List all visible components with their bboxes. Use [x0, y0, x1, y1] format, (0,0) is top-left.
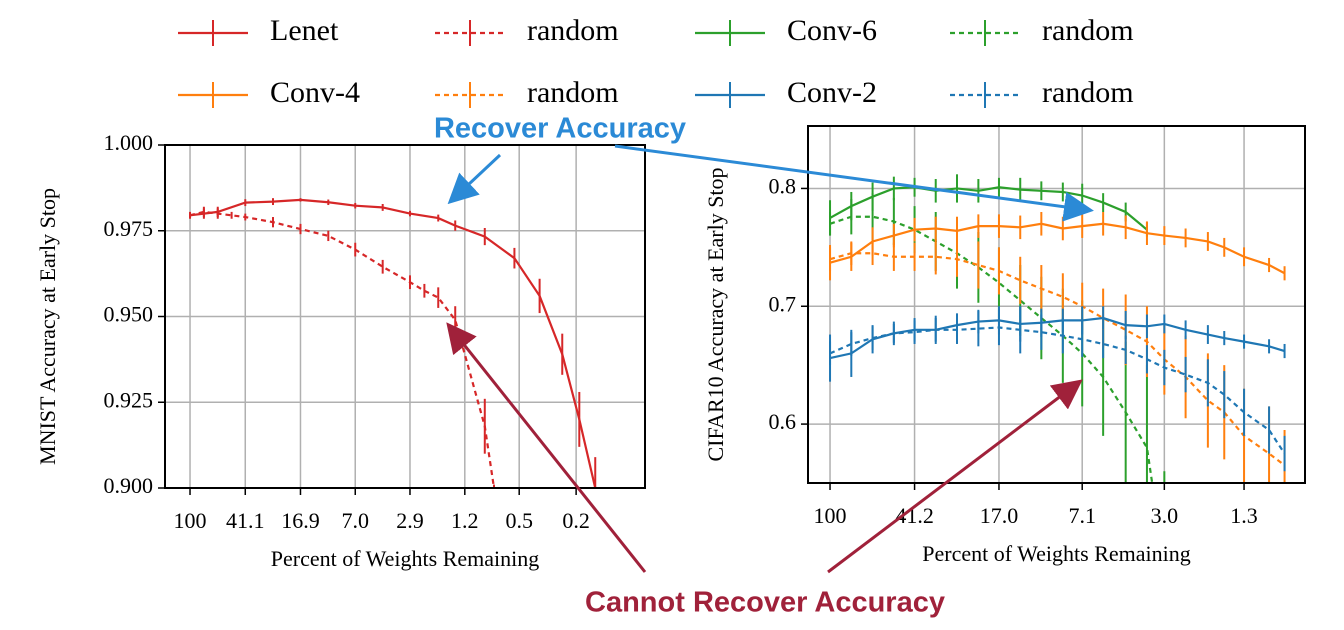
arrow [827, 379, 1083, 574]
x-axis-label: Percent of Weights Remaining [271, 546, 540, 571]
x-tick-label: 2.9 [396, 508, 424, 533]
x-tick-label: 7.1 [1068, 503, 1096, 528]
y-tick-label: 0.925 [104, 387, 154, 412]
line [829, 316, 1285, 360]
x-tick-label: 0.5 [505, 508, 533, 533]
series-group [829, 174, 1286, 483]
legend-label: random [1042, 14, 1134, 47]
legend-label: Lenet [270, 14, 339, 47]
y-tick-label: 0.6 [769, 409, 797, 434]
legend-label: Conv-4 [270, 76, 360, 109]
plot-frame [164, 144, 646, 489]
legend-label: random [1042, 76, 1134, 109]
x-tick-label: 16.9 [281, 508, 320, 533]
line [189, 210, 496, 488]
plots: 100 41.1 16.9 7.0 2.9 1.2 0.5 0.2 0.900 0.925 0.95… [35, 14, 1306, 571]
x-tick-label: 1.2 [451, 508, 479, 533]
line [829, 215, 1154, 483]
plot-frame [807, 125, 1306, 484]
y-axis-label: CIFAR10 Accuracy at Early Stop [703, 167, 728, 461]
x-tick-label: 41.1 [226, 508, 265, 533]
y-axis-label: MNIST Accuracy at Early Stop [35, 188, 60, 465]
y-tick-label: 0.975 [104, 216, 154, 241]
annotation: Recover Accuracy [434, 113, 686, 145]
y-tick-label: 1.000 [104, 130, 154, 155]
line [829, 326, 1286, 455]
series-group [189, 198, 597, 488]
y-tick-label: 0.900 [104, 473, 154, 498]
legend-label: random [527, 76, 619, 109]
line [829, 252, 1286, 467]
legend-label: Conv-6 [787, 14, 877, 47]
x-tick-label: 100 [814, 503, 847, 528]
x-tick-label: 100 [174, 508, 207, 533]
y-tick-label: 0.7 [769, 291, 797, 316]
arrow [446, 322, 647, 573]
arrow [614, 144, 1094, 222]
annotation: Cannot Recover Accuracy [585, 587, 945, 619]
x-tick-label: 1.3 [1230, 503, 1258, 528]
y-tick-label: 0.8 [769, 173, 797, 198]
y-tick-label: 0.950 [104, 302, 154, 327]
x-tick-label: 7.0 [341, 508, 369, 533]
x-tick-label: 0.2 [562, 508, 590, 533]
x-tick-label: 3.0 [1151, 503, 1179, 528]
x-axis-label: Percent of Weights Remaining [922, 541, 1191, 566]
arrow [447, 153, 502, 205]
legend-label: random [527, 14, 619, 47]
line [189, 198, 597, 488]
legend-label: Conv-2 [787, 76, 877, 109]
x-tick-label: 17.0 [980, 503, 1019, 528]
line [829, 222, 1286, 275]
plot: 100 41.1 16.9 7.0 2.9 1.2 0.5 0.2 0.900 0.925 0.95… [35, 14, 646, 571]
